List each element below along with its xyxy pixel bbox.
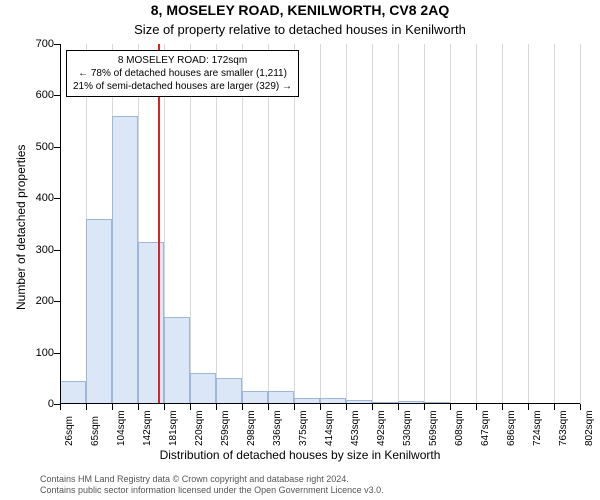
x-tick xyxy=(554,404,555,410)
footer-line: Contains public sector information licen… xyxy=(40,485,384,496)
x-tick-label: 647sqm xyxy=(480,410,491,446)
annotation-line: 21% of semi-detached houses are larger (… xyxy=(73,80,292,93)
x-axis-label: Distribution of detached houses by size … xyxy=(0,448,600,462)
x-tick xyxy=(320,404,321,410)
x-tick xyxy=(112,404,113,410)
y-tick-label: 300 xyxy=(0,244,62,256)
x-tick xyxy=(164,404,165,410)
y-tick-label: 0 xyxy=(0,398,62,410)
x-tick xyxy=(216,404,217,410)
gridline xyxy=(580,44,581,404)
gridline xyxy=(528,44,529,404)
y-tick-label: 200 xyxy=(0,295,62,307)
y-axis-label: Number of detached properties xyxy=(14,145,28,310)
x-tick xyxy=(476,404,477,410)
gridline xyxy=(502,44,503,404)
gridline xyxy=(190,44,191,404)
x-tick-label: 104sqm xyxy=(116,410,127,446)
histogram-bar xyxy=(216,378,242,404)
plot-area: 8 MOSELEY ROAD: 172sqm ← 78% of detached… xyxy=(60,44,580,404)
x-tick-label: 181sqm xyxy=(168,410,179,446)
chart-container: 8, MOSELEY ROAD, KENILWORTH, CV8 2AQ Siz… xyxy=(0,0,600,500)
x-tick-label: 220sqm xyxy=(194,410,205,446)
x-tick-label: 724sqm xyxy=(532,410,543,446)
x-tick-label: 802sqm xyxy=(584,410,595,446)
x-tick-label: 763sqm xyxy=(558,410,569,446)
page-title: 8, MOSELEY ROAD, KENILWORTH, CV8 2AQ xyxy=(0,2,600,18)
x-tick xyxy=(580,404,581,410)
histogram-bar xyxy=(138,242,164,404)
footer-line: Contains HM Land Registry data © Crown c… xyxy=(40,474,384,485)
x-tick-label: 259sqm xyxy=(220,410,231,446)
x-tick-label: 336sqm xyxy=(272,410,283,446)
x-tick-label: 453sqm xyxy=(350,410,361,446)
gridline xyxy=(424,44,425,404)
x-tick-label: 492sqm xyxy=(376,410,387,446)
x-tick-label: 298sqm xyxy=(246,410,257,446)
x-tick xyxy=(450,404,451,410)
x-tick-label: 686sqm xyxy=(506,410,517,446)
annotation-line: ← 78% of detached houses are smaller (1,… xyxy=(73,67,292,80)
annotation-line: 8 MOSELEY ROAD: 172sqm xyxy=(73,54,292,67)
gridline xyxy=(372,44,373,404)
x-tick xyxy=(528,404,529,410)
histogram-bar xyxy=(164,317,190,404)
x-tick xyxy=(502,404,503,410)
gridline xyxy=(346,44,347,404)
gridline xyxy=(294,44,295,404)
marker-line xyxy=(158,44,160,404)
x-tick-label: 65sqm xyxy=(90,416,101,446)
gridline xyxy=(554,44,555,404)
gridline xyxy=(398,44,399,404)
y-tick-label: 700 xyxy=(0,38,62,50)
x-tick-label: 142sqm xyxy=(142,410,153,446)
gridline xyxy=(476,44,477,404)
x-tick-label: 530sqm xyxy=(402,410,413,446)
gridline xyxy=(450,44,451,404)
y-tick-label: 400 xyxy=(0,192,62,204)
gridline xyxy=(242,44,243,404)
page-subtitle: Size of property relative to detached ho… xyxy=(0,22,600,37)
x-tick-label: 569sqm xyxy=(428,410,439,446)
x-tick xyxy=(372,404,373,410)
x-tick xyxy=(138,404,139,410)
annotation-box: 8 MOSELEY ROAD: 172sqm ← 78% of detached… xyxy=(66,50,299,97)
x-tick xyxy=(268,404,269,410)
histogram-bar xyxy=(86,219,112,404)
histogram-bar xyxy=(60,381,86,404)
histogram-bar xyxy=(112,116,138,404)
histogram-bar xyxy=(190,373,216,404)
x-tick xyxy=(398,404,399,410)
x-tick-label: 608sqm xyxy=(454,410,465,446)
y-tick-label: 500 xyxy=(0,141,62,153)
gridline xyxy=(216,44,217,404)
x-tick xyxy=(294,404,295,410)
x-tick-label: 26sqm xyxy=(64,416,75,446)
x-tick xyxy=(86,404,87,410)
x-tick xyxy=(242,404,243,410)
gridline xyxy=(320,44,321,404)
x-tick-label: 414sqm xyxy=(324,410,335,446)
y-tick-label: 100 xyxy=(0,347,62,359)
x-tick xyxy=(424,404,425,410)
x-tick xyxy=(346,404,347,410)
y-tick-label: 600 xyxy=(0,89,62,101)
footer: Contains HM Land Registry data © Crown c… xyxy=(40,474,384,496)
x-tick-label: 375sqm xyxy=(298,410,309,446)
gridline xyxy=(268,44,269,404)
x-tick xyxy=(190,404,191,410)
x-tick xyxy=(60,404,61,410)
